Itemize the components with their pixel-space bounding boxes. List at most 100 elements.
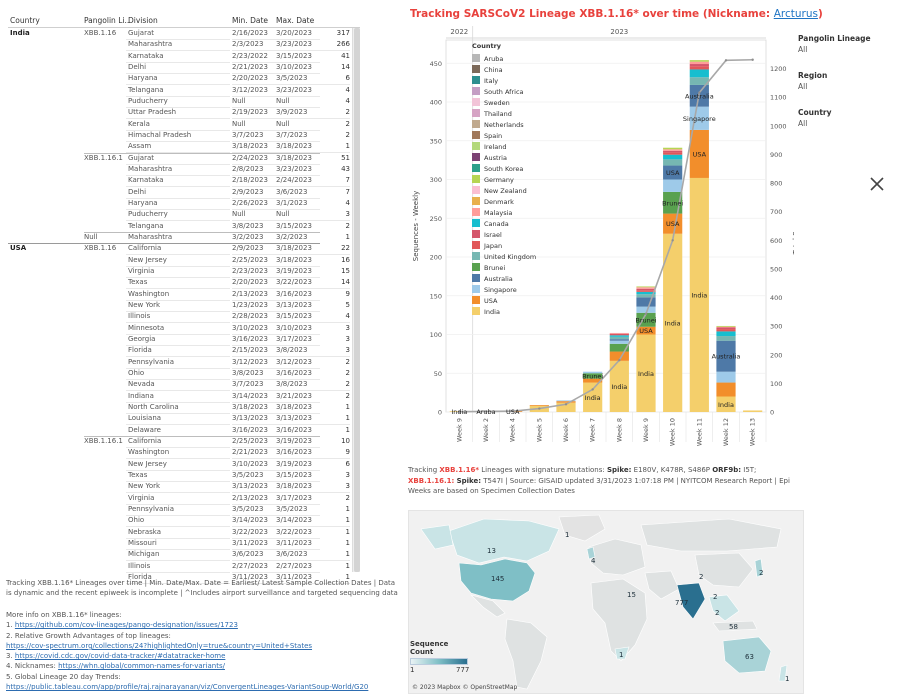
table-row[interactable]: Minnesota 3/10/2023 3/10/2023 3 — [8, 322, 360, 335]
table-row[interactable]: Puducherry Null Null 4 — [8, 95, 360, 108]
col-country-header[interactable]: Country — [10, 16, 40, 25]
bar-segment-israel — [689, 64, 709, 67]
table-row[interactable]: Georgia 3/16/2023 3/17/2023 3 — [8, 333, 360, 346]
x-tick-label: Week 8 — [615, 418, 623, 442]
cumulative-line — [459, 58, 753, 413]
y-tick-label: 300 — [430, 176, 442, 184]
table-row[interactable]: Illinois 2/27/2023 2/27/2023 1 — [8, 560, 360, 573]
table-row[interactable]: Delhi 2/9/2023 3/6/2023 7 — [8, 186, 360, 199]
col-max-date-header[interactable]: Max. Date — [276, 16, 315, 25]
table-row[interactable]: Puducherry Null Null 3 — [8, 209, 360, 222]
map-alaska — [420, 524, 454, 550]
table-row[interactable]: New York 1/23/2023 3/13/2023 5 — [8, 299, 360, 312]
item-link[interactable]: https://whn.global/common-names-for-vari… — [58, 662, 225, 671]
y-tick-label: 250 — [430, 215, 442, 223]
table-row[interactable]: Pennsylvania 3/5/2023 3/5/2023 1 — [8, 503, 360, 516]
table-row[interactable]: Telangana 3/8/2023 3/15/2023 2 — [8, 220, 360, 233]
legend-swatch — [472, 186, 480, 194]
table-row[interactable]: Louisiana 3/13/2023 3/13/2023 1 — [8, 413, 360, 426]
cell-max-date: 3/10/2023 — [276, 323, 320, 335]
legend-swatch — [472, 230, 480, 238]
bar-segment-india — [663, 233, 683, 412]
table-row[interactable]: Haryana 2/26/2023 3/1/2023 4 — [8, 197, 360, 210]
filter-pangolin-lineage[interactable]: Pangolin Lineage All — [798, 34, 898, 54]
item-link[interactable]: https://public.tableau.com/app/profile/r… — [6, 683, 369, 692]
filter-value[interactable]: All — [798, 82, 808, 91]
table-row[interactable]: Indiana 3/14/2023 3/21/2023 2 — [8, 390, 360, 403]
cell-max-date: 3/2/2023 — [276, 232, 320, 244]
cell-division: Telangana — [126, 85, 230, 97]
table-row[interactable]: XBB.1.16.1 Gujarat 2/24/2023 3/18/2023 51 — [8, 152, 360, 165]
col-division-header[interactable]: Division — [128, 16, 158, 25]
table-row[interactable]: New York 3/13/2023 3/18/2023 3 — [8, 481, 360, 494]
filter-value[interactable]: All — [798, 45, 808, 54]
table-row[interactable]: XBB.1.16.1 California 2/25/2023 3/19/2023 10 — [8, 435, 360, 448]
table-row[interactable]: Ohio 3/8/2023 3/16/2023 2 — [8, 367, 360, 380]
table-row[interactable]: Washington 2/13/2023 3/16/2023 9 — [8, 288, 360, 301]
table-row[interactable]: Karnataka 2/18/2023 2/24/2023 7 — [8, 175, 360, 188]
table-row[interactable]: Texas 2/20/2023 3/22/2023 14 — [8, 277, 360, 290]
cell-division: Virginia — [126, 266, 230, 278]
bar-segment-singapore — [636, 306, 656, 313]
cell-max-date: 3/18/2023 — [276, 153, 320, 165]
item-link[interactable]: https://cov-spectrum.org/collections/24?… — [6, 641, 313, 650]
table-row[interactable]: Texas 3/5/2023 3/15/2023 3 — [8, 469, 360, 482]
col-lineage-header[interactable]: Pangolin Li.. — [84, 16, 130, 25]
cell-max-date: 2/27/2023 — [276, 561, 320, 573]
col-min-date-header[interactable]: Min. Date — [232, 16, 269, 25]
table-row[interactable]: Delaware 3/16/2023 3/16/2023 1 — [8, 424, 360, 437]
item-link[interactable]: https://github.com/cov-lineages/pango-de… — [14, 621, 238, 630]
cell-division: Maharashtra — [126, 232, 230, 244]
bar-label: Brunei — [582, 372, 603, 380]
filter-region[interactable]: Region All — [798, 71, 898, 91]
table-row[interactable]: Maharashtra 2/8/2023 3/23/2023 43 — [8, 163, 360, 176]
table-row[interactable]: Michigan 3/6/2023 3/6/2023 1 — [8, 549, 360, 562]
table-row[interactable]: Pennsylvania 3/12/2023 3/12/2023 2 — [8, 356, 360, 369]
scrollbar-thumb[interactable] — [354, 28, 360, 572]
map-india — [676, 582, 706, 620]
table-row[interactable]: Washington 2/21/2023 3/16/2023 9 — [8, 447, 360, 460]
table-row[interactable]: Nevada 3/7/2023 3/8/2023 2 — [8, 379, 360, 392]
bar-segment-usa — [583, 378, 603, 383]
close-icon[interactable] — [868, 175, 886, 193]
table-row[interactable]: Florida 3/11/2023 3/11/2023 1 — [8, 571, 360, 584]
table-row[interactable]: Haryana 2/20/2023 3/5/2023 6 — [8, 73, 360, 86]
bar-label: Brunei — [635, 316, 656, 324]
table-row[interactable]: Nebraska 3/22/2023 3/22/2023 1 — [8, 526, 360, 539]
cell-count: 266 — [320, 39, 350, 52]
table-row[interactable]: USA XBB.1.16 California 2/9/2023 3/18/2023 22 — [8, 243, 360, 256]
bar-segment-usa — [716, 382, 736, 397]
table-row[interactable]: Florida 2/15/2023 3/8/2023 3 — [8, 345, 360, 358]
table-row[interactable]: Illinois 2/28/2023 3/15/2023 4 — [8, 311, 360, 324]
lineage-chart: 2022 2023 0 50 100 150 200 250 300 350 400 450 0 100 2… — [412, 26, 794, 446]
table-row[interactable]: Himachal Pradesh 3/7/2023 3/7/2023 2 — [8, 129, 360, 142]
table-row[interactable]: Maharashtra 2/3/2023 3/23/2023 266 — [8, 39, 360, 52]
cell-min-date: 2/16/2023 — [232, 28, 276, 40]
table-row[interactable]: Uttar Pradesh 2/19/2023 3/9/2023 2 — [8, 107, 360, 120]
table-row[interactable]: India XBB.1.16 Gujarat 2/16/2023 3/20/2023 31… — [8, 28, 360, 40]
table-scrollbar[interactable] — [352, 28, 360, 572]
table-row[interactable]: Missouri 3/11/2023 3/11/2023 1 — [8, 537, 360, 550]
filter-value[interactable]: All — [798, 119, 808, 128]
table-row[interactable]: Ohio 3/14/2023 3/14/2023 1 — [8, 515, 360, 528]
table-row[interactable]: Virginia 2/13/2023 3/17/2023 2 — [8, 492, 360, 505]
table-row[interactable]: North Carolina 3/18/2023 3/18/2023 1 — [8, 401, 360, 414]
nickname-link[interactable]: Arcturus — [773, 8, 818, 20]
table-row[interactable]: Delhi 2/21/2023 3/10/2023 14 — [8, 61, 360, 74]
table-row[interactable]: Telangana 3/12/2023 3/23/2023 4 — [8, 84, 360, 97]
legend-swatch — [472, 164, 480, 172]
table-row[interactable]: Null Maharashtra 3/2/2023 3/2/2023 1 — [8, 231, 360, 244]
table-row[interactable]: Assam 3/18/2023 3/18/2023 1 — [8, 141, 360, 154]
table-row[interactable]: Karnataka 2/23/2022 3/15/2023 41 — [8, 50, 360, 63]
filter-country[interactable]: Country All — [798, 108, 898, 128]
table-row[interactable]: New Jersey 3/10/2023 3/19/2023 6 — [8, 458, 360, 471]
world-map[interactable]: 13 145 15 1 777 2 2 58 63 1 2 4 2 1 — [408, 510, 804, 694]
item-link[interactable]: https://covid.cdc.gov/covid-data-tracker… — [14, 652, 226, 661]
table-row[interactable]: Kerala Null Null 2 — [8, 118, 360, 131]
table-row[interactable]: Virginia 2/23/2023 3/19/2023 15 — [8, 265, 360, 278]
map-canvas[interactable] — [409, 511, 804, 694]
map-japan — [754, 558, 764, 578]
cell-min-date: 3/22/2023 — [232, 527, 276, 539]
table-row[interactable]: New Jersey 2/25/2023 3/18/2023 16 — [8, 254, 360, 267]
cell-lineage: XBB.1.16 — [84, 29, 117, 37]
